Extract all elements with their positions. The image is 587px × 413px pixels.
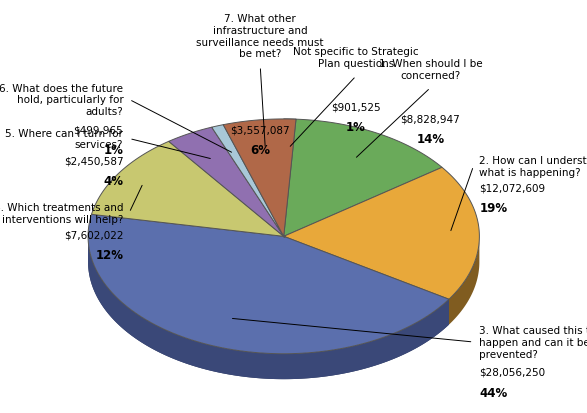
Text: 44%: 44% [480, 386, 508, 399]
Text: 5. Where can I turn for
services?: 5. Where can I turn for services? [5, 128, 123, 150]
PathPatch shape [223, 120, 296, 237]
PathPatch shape [284, 120, 442, 237]
Text: $8,828,947: $8,828,947 [400, 114, 460, 124]
Text: $2,450,587: $2,450,587 [63, 156, 123, 166]
Text: $7,602,022: $7,602,022 [64, 230, 123, 240]
PathPatch shape [88, 215, 449, 354]
Text: $3,557,087: $3,557,087 [231, 126, 290, 135]
Text: $499,965: $499,965 [73, 125, 123, 135]
Text: 4. Which treatments and
interventions will help?: 4. Which treatments and interventions wi… [0, 202, 123, 224]
Polygon shape [449, 237, 480, 325]
Text: 7. What other
infrastructure and
surveillance needs must
be met?: 7. What other infrastructure and surveil… [197, 14, 324, 59]
Text: 1. When should I be
concerned?: 1. When should I be concerned? [379, 59, 483, 81]
PathPatch shape [212, 126, 284, 237]
Text: 4%: 4% [103, 174, 123, 187]
PathPatch shape [284, 168, 480, 299]
PathPatch shape [284, 120, 296, 237]
Text: Not specific to Strategic
Plan questions: Not specific to Strategic Plan questions [294, 47, 419, 69]
Text: $901,525: $901,525 [331, 102, 381, 112]
Text: 6%: 6% [250, 144, 270, 157]
Text: $28,056,250: $28,056,250 [480, 367, 545, 377]
Polygon shape [88, 237, 449, 379]
Text: 3. What caused this to
happen and can it be
prevented?: 3. What caused this to happen and can it… [480, 325, 587, 359]
PathPatch shape [92, 142, 284, 237]
Text: $12,072,609: $12,072,609 [480, 183, 545, 193]
Text: 14%: 14% [416, 132, 444, 145]
Text: 2. How can I understand
what is happening?: 2. How can I understand what is happenin… [480, 156, 587, 177]
PathPatch shape [168, 128, 284, 237]
Polygon shape [88, 237, 449, 379]
Text: 12%: 12% [95, 249, 123, 261]
Text: 19%: 19% [480, 202, 508, 215]
Text: 1%: 1% [346, 121, 366, 133]
Text: 1%: 1% [103, 144, 123, 157]
Text: 6. What does the future
hold, particularly for
adults?: 6. What does the future hold, particular… [0, 83, 123, 117]
